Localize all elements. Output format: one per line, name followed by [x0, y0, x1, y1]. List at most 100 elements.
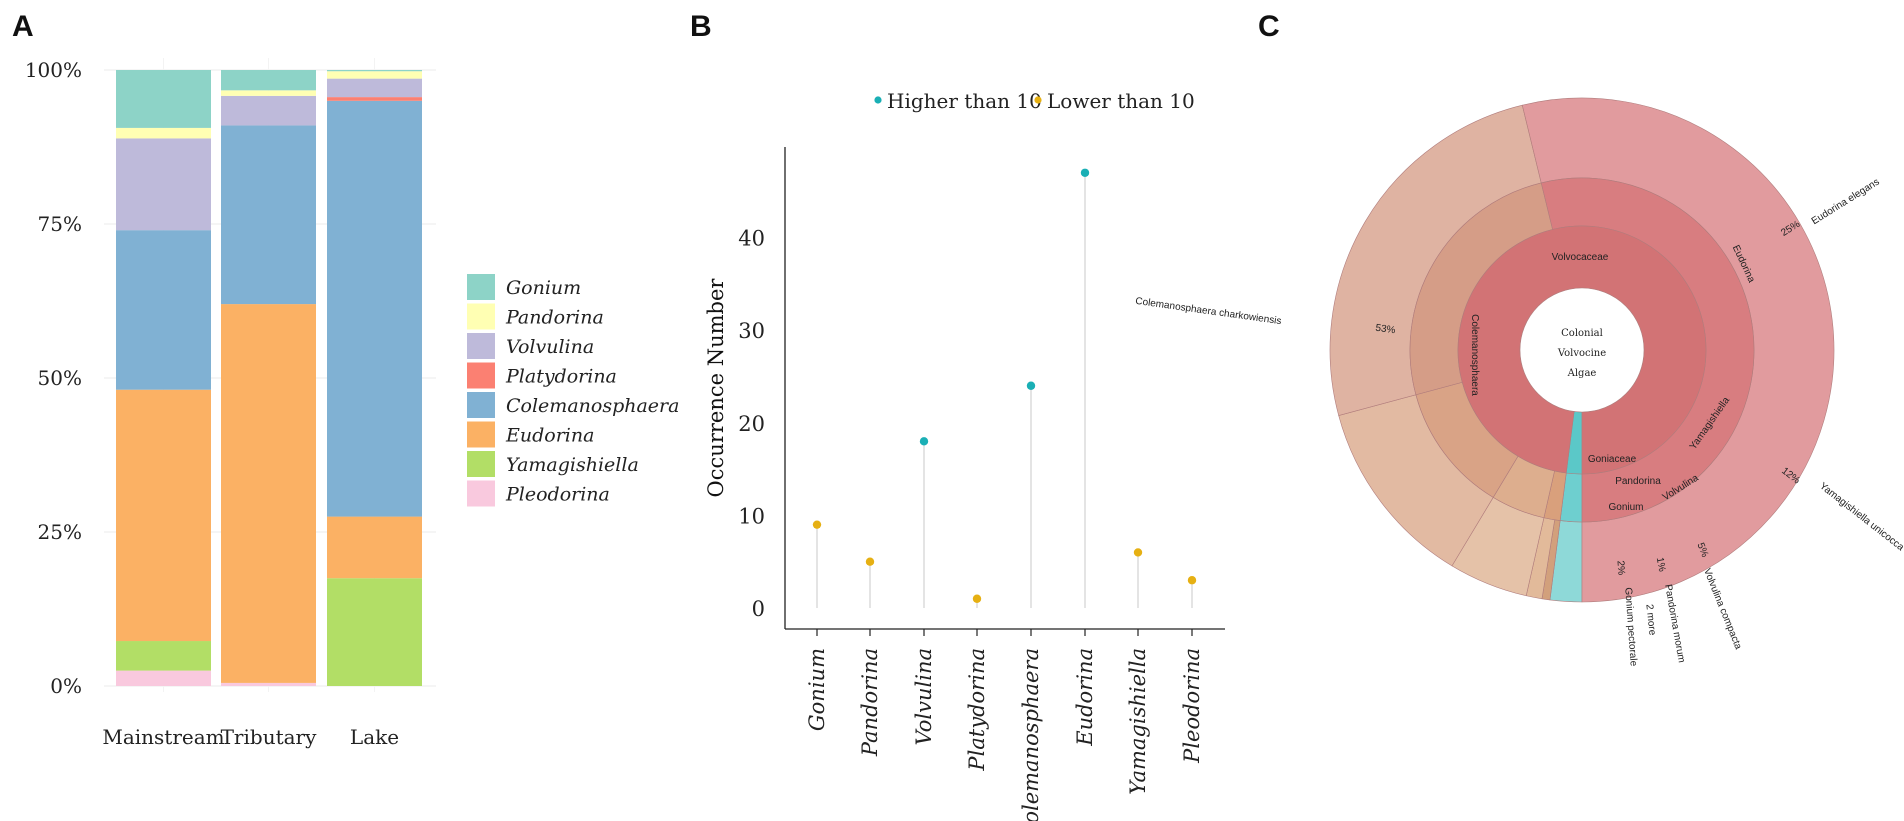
center-label-algae: Algae: [1567, 368, 1597, 379]
bar-tributary-gonium: [221, 70, 316, 91]
bar-lake-eudorina: [327, 516, 422, 579]
bar-tributary-colemanosphaera: [221, 125, 316, 305]
legend: Higher than 10 Lower than 10: [874, 89, 1195, 113]
legend-swatch-yamagishiella: [467, 451, 495, 477]
x-tick-platydorina: Platydorina: [965, 648, 989, 772]
species-label-yamagishiella-unicocca: Yamagishiella unicocca: [1817, 481, 1904, 554]
panel-label-b: B: [690, 10, 712, 43]
legend-swatch-colemanosphaera: [467, 392, 495, 418]
y-tick-20: 20: [738, 412, 765, 436]
species-pct-pandorina: 1%: [1654, 556, 1667, 572]
x-tick-gonium: Gonium: [805, 648, 829, 731]
species-pct-gonium: 2%: [1615, 560, 1627, 575]
legend-label-eudorina: Eudorina: [505, 425, 594, 447]
x-tick-eudorina: Eudorina: [1073, 648, 1097, 747]
family-label-goniaceae: Goniaceae: [1588, 454, 1637, 465]
bar-tributary-volvulina: [221, 95, 316, 126]
bar-tributary-pleodorina: [221, 682, 316, 686]
legend-label-lower-than-10: Lower than 10: [1047, 89, 1195, 113]
legend-swatch-pleodorina: [467, 480, 495, 507]
genus-label-colemanosphaera: Colemanosphaera: [1469, 314, 1480, 396]
center-label-volvocine: Volvocine: [1557, 348, 1606, 359]
x-tick-yamagishiella: Yamagishiella: [1126, 648, 1150, 795]
lollipops: [812, 168, 1197, 608]
x-tick-tributary: Tributary: [221, 725, 318, 749]
legend-label-colemanosphaera: Colemanosphaera: [506, 395, 679, 417]
legend-label-yamagishiella: Yamagishiella: [506, 454, 639, 476]
y-tick-30: 30: [738, 319, 765, 343]
bar-tributary-pandorina: [221, 90, 316, 96]
point-pleodorina: [1187, 576, 1197, 585]
genus-label-pandorina: Pandorina: [1615, 476, 1661, 487]
bar-mainstream-yamagishiella: [116, 641, 211, 671]
legend-label-higher-than-10: Higher than 10: [887, 89, 1042, 113]
legend-dot-higher-than-10: [874, 96, 882, 104]
bar-lake-yamagishiella: [327, 578, 422, 686]
x-tick-pleodorina: Pleodorina: [1180, 648, 1204, 764]
legend-label-volvulina: Volvulina: [506, 336, 594, 358]
axes: 0 10 20 30 40 Gonium Pandorina Volvulina Platydo…: [738, 147, 1225, 821]
species-label-pandorina-morum: Pandorina morum: [1662, 583, 1687, 663]
legend-label-platydorina: Platydorina: [505, 366, 617, 388]
legend: Gonium Pandorina Volvulina Platydorina Colem…: [467, 274, 679, 507]
y-tick-labels: 0% 25% 50% 75% 100%: [25, 58, 82, 698]
y-tick-25pct: 25%: [38, 520, 82, 544]
bar-mainstream-eudorina: [116, 389, 211, 642]
bar-lake-volvulina: [327, 78, 422, 98]
species-label-eudorina-elegans: Eudorina elegans: [1810, 177, 1882, 228]
legend-label-pandorina: Pandorina: [505, 307, 604, 329]
panel-label-a: A: [12, 10, 34, 43]
bar-mainstream-pleodorina: [116, 670, 211, 686]
point-platydorina: [972, 594, 982, 603]
bars: [116, 70, 422, 686]
point-gonium: [812, 520, 822, 529]
y-tick-50pct: 50%: [38, 366, 82, 390]
legend-swatch-pandorina: [467, 303, 495, 330]
legend-swatch-volvulina: [467, 333, 495, 359]
y-tick-75pct: 75%: [38, 212, 82, 236]
sunburst-center: [1519, 287, 1645, 413]
point-eudorina: [1080, 168, 1090, 177]
x-tick-volvulina: Volvulina: [912, 648, 936, 745]
bar-lake-colemanosphaera: [327, 100, 422, 517]
y-tick-10: 10: [738, 504, 765, 528]
point-pandorina: [865, 557, 875, 566]
x-tick-colemanosphaera: Colemanosphaera: [1019, 648, 1043, 821]
legend-swatch-platydorina: [467, 362, 495, 389]
sunburst-chart: Colonial Volvocine Algae Volvocaceae Goniace…: [1135, 97, 1904, 667]
lollipop-chart: Higher than 10 Lower than 10 0 10 20 30 40 Gon…: [704, 89, 1225, 821]
center-label-colonial: Colonial: [1561, 328, 1603, 339]
point-colemanosphaera: [1026, 381, 1036, 390]
species-label-volvulina-compacta: Volvulina compacta: [1701, 567, 1744, 651]
species-label-colemanosphaera-charkowiensis: Colemanosphaera charkowiensis: [1135, 296, 1282, 327]
genus-label-gonium: Gonium: [1608, 502, 1643, 513]
y-axis-label: Occurrence Number: [704, 278, 728, 498]
bar-mainstream-colemanosphaera: [116, 230, 211, 390]
y-tick-40: 40: [738, 227, 765, 251]
y-tick-100pct: 100%: [25, 58, 82, 82]
panel-label-c: C: [1258, 10, 1280, 43]
legend-swatch-gonium: [467, 274, 495, 300]
legend-swatch-eudorina: [467, 421, 495, 448]
bar-mainstream-volvulina: [116, 138, 211, 231]
species-label-gonium-pectorale: Gonium pectorale: [1622, 587, 1639, 667]
y-tick-0: 0: [752, 597, 765, 621]
x-tick-pandorina: Pandorina: [858, 648, 882, 757]
x-tick-mainstream: Mainstream: [102, 725, 224, 749]
legend-label-gonium: Gonium: [506, 277, 581, 299]
bar-lake-pandorina: [327, 71, 422, 79]
bar-lake-platydorina: [327, 97, 422, 101]
bar-lake-gonium: [327, 70, 422, 72]
species-pct-volvulina: 5%: [1695, 541, 1711, 559]
legend-dot-lower-than-10: [1034, 96, 1042, 104]
species-pct-colemanosphaera: 53%: [1375, 323, 1396, 337]
bar-mainstream-gonium: [116, 70, 211, 128]
y-tick-0pct: 0%: [50, 674, 82, 698]
family-label-volvocaceae: Volvocaceae: [1552, 252, 1609, 263]
species-label-2-more: 2 more: [1643, 604, 1657, 637]
legend-label-pleodorina: Pleodorina: [505, 484, 610, 506]
x-tick-lake: Lake: [350, 725, 399, 749]
